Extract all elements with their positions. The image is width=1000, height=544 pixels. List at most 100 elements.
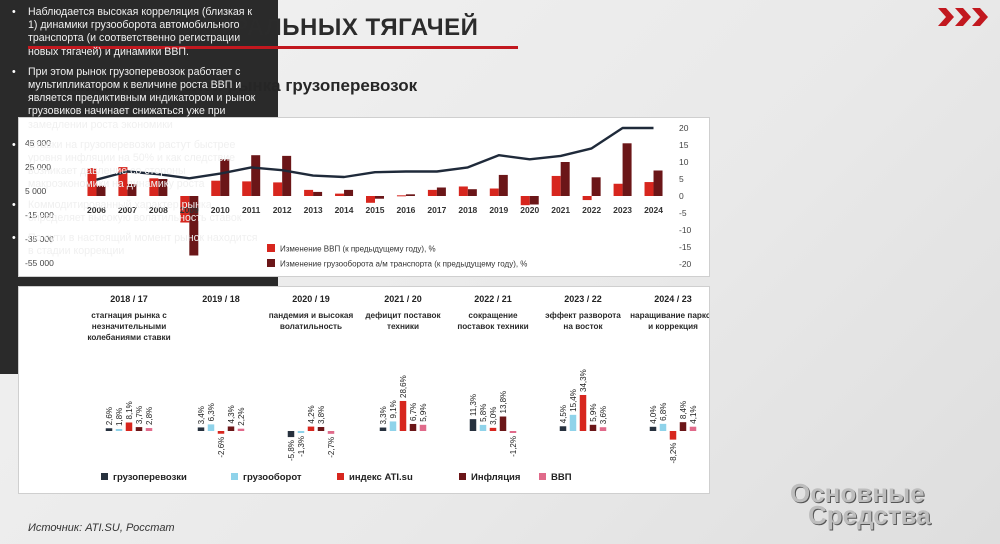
period-caption: техники	[387, 322, 419, 331]
right-axis-tick-label: 0	[679, 191, 684, 201]
period-caption: дефицит поставок	[365, 311, 441, 320]
bar-value-label: -2,6%	[217, 437, 226, 458]
indicator-bar	[237, 428, 245, 431]
legend-label: Изменение ВВП (к предыдущему году), %	[280, 245, 436, 254]
indicator-bar	[409, 423, 417, 431]
bar-value-label: 3,4%	[197, 406, 206, 424]
freight-bar	[467, 189, 477, 196]
indicator-bar	[125, 422, 133, 431]
right-axis-tick-label: 15	[679, 140, 689, 150]
gdp-bar	[273, 182, 283, 196]
x-axis-tick-label: 2020	[520, 205, 539, 215]
indicator-bar	[569, 414, 577, 431]
gdp-bar	[335, 193, 345, 196]
period-caption: пандемия и высокая	[269, 311, 354, 320]
legend-swatch	[231, 473, 238, 480]
left-axis-tick-label: -55 000	[25, 258, 54, 268]
bar-value-label: 3,0%	[489, 407, 498, 425]
indicator-bar	[287, 431, 295, 438]
bar-value-label: 2,2%	[237, 407, 246, 425]
indicator-bar	[669, 431, 677, 440]
indicator-bar	[559, 426, 567, 431]
indicator-bar	[599, 427, 607, 431]
bar-value-label: 2,6%	[105, 407, 114, 425]
indicator-bar	[479, 424, 487, 431]
period-caption: незначительными	[92, 322, 166, 331]
freight-bar	[653, 170, 663, 196]
x-axis-tick-label: 2013	[304, 205, 323, 215]
bar-value-label: 11,3%	[469, 394, 478, 416]
x-axis-tick-label: 2012	[273, 205, 292, 215]
legend-label: грузоперевозки	[113, 472, 187, 483]
commentary-item: Наблюдается высокая корреляция (близкая …	[12, 6, 264, 59]
period-label: 2019 / 18	[202, 294, 240, 304]
gdp-bar	[304, 189, 314, 196]
period-caption: сокращение	[468, 311, 518, 320]
indicator-bar	[207, 424, 215, 431]
gdp-bar	[613, 183, 623, 196]
indicator-bar	[489, 427, 497, 431]
indicator-bar	[679, 422, 687, 431]
bar-value-label: 2,8%	[145, 407, 154, 425]
bar-value-label: 4,3%	[227, 405, 236, 423]
right-axis-tick-label: -5	[679, 208, 687, 218]
watermark-line: Основные	[790, 478, 925, 508]
freight-bar	[282, 155, 292, 196]
legend-label: ВВП	[551, 472, 572, 483]
indicator-bar	[297, 431, 305, 433]
right-axis-tick-label: 5	[679, 174, 684, 184]
period-caption: поставок техники	[457, 322, 528, 331]
freight-bar	[436, 187, 446, 196]
gdp-bar	[551, 175, 561, 196]
period-label: 2022 / 21	[474, 294, 512, 304]
period-label: 2018 / 17	[110, 294, 148, 304]
indicator-bar	[105, 428, 113, 431]
x-axis-tick-label: 2014	[335, 205, 354, 215]
indicator-bar	[227, 426, 235, 431]
legend-swatch	[337, 473, 344, 480]
period-caption: эффект разворота	[545, 311, 621, 320]
legend-label: Изменение грузооборота а/м транспорта (к…	[280, 260, 527, 269]
legend-swatch	[267, 244, 275, 252]
indicator-bar	[317, 427, 325, 431]
indicator-bar	[115, 429, 123, 431]
gdp-bar	[520, 196, 530, 206]
gdp-bar	[396, 195, 406, 197]
bar-value-label: -1,3%	[297, 436, 306, 457]
source-note: Источник: ATI.SU, Росстат	[28, 522, 175, 534]
commentary-item: По сути в настоящий момент рынок находит…	[12, 232, 264, 258]
indicator-bar	[589, 424, 597, 431]
bar-value-label: 4,5%	[559, 405, 568, 423]
x-axis-tick-label: 2021	[551, 205, 570, 215]
x-axis-tick-label: 2016	[396, 205, 415, 215]
period-caption: колебаниями ставки	[87, 332, 170, 342]
bar-value-label: -5,8%	[287, 440, 296, 461]
bottom-chart-panel: 2018 / 17 стагнация рынка с незначительным…	[18, 286, 716, 494]
x-axis-tick-label: 2023	[613, 205, 632, 215]
period-caption: и коррекция	[648, 322, 698, 331]
watermark-line: Средства	[808, 500, 931, 530]
gdp-bar	[458, 186, 468, 196]
market-indicators-chart: 2018 / 17 стагнация рынка с незначительным…	[87, 294, 716, 483]
period-caption: волатильность	[280, 322, 342, 331]
indicator-bar	[509, 431, 517, 433]
indicator-bar	[659, 423, 667, 431]
bar-value-label: 13,8%	[499, 391, 508, 414]
freight-bar	[498, 174, 508, 196]
x-axis-tick-label: 2018	[458, 205, 477, 215]
gdp-bar	[644, 182, 654, 196]
bar-value-label: 5,9%	[589, 404, 598, 422]
legend-label: индекс ATI.su	[349, 472, 413, 483]
indicator-bar	[499, 416, 507, 431]
indicator-bar	[327, 431, 335, 434]
gdp-bar	[427, 189, 437, 196]
period-caption: на восток	[563, 322, 603, 331]
commentary-item: Коммодитированный характер рынка определ…	[12, 199, 264, 225]
x-axis-tick-label: 2017	[427, 205, 446, 215]
period-caption: наращивание парков	[630, 311, 709, 320]
commentary-list: Наблюдается высокая корреляция (близкая …	[12, 6, 264, 258]
indicator-bar	[379, 427, 387, 431]
freight-bar	[560, 162, 570, 196]
legend-swatch	[267, 259, 275, 267]
legend-swatch	[101, 473, 108, 480]
